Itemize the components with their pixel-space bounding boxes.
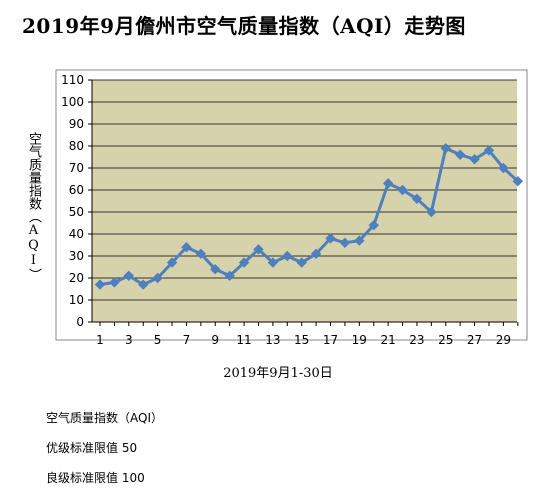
data-point [339, 237, 351, 249]
y-axis-label: 空气质量指数（AQI） [26, 132, 41, 281]
data-point [282, 250, 293, 262]
x-tick-label: 15 [294, 333, 309, 347]
x-tick-label: 21 [380, 333, 395, 347]
x-tick-label: 23 [409, 333, 424, 347]
data-point [454, 149, 466, 161]
data-point [210, 263, 221, 275]
y-tick-label: 110 [61, 73, 84, 87]
data-point [512, 175, 524, 187]
x-tick-label: 11 [236, 333, 251, 347]
data-point [440, 142, 451, 154]
y-tick-label: 90 [69, 117, 84, 131]
data-point [426, 206, 437, 218]
plot-area [92, 80, 517, 322]
data-point [483, 145, 495, 156]
y-tick-label: 70 [69, 161, 84, 175]
data-point [166, 257, 178, 268]
x-tick-label: 25 [438, 333, 453, 347]
data-point [267, 257, 279, 268]
y-tick-label: 40 [69, 227, 84, 241]
data-point [296, 257, 307, 268]
chart-title: 2019年9月儋州市空气质量指数（AQI）走势图 [22, 14, 466, 38]
x-tick-label: 17 [323, 333, 338, 347]
data-point [123, 270, 135, 282]
x-tick-label: 9 [211, 333, 219, 347]
data-point [368, 219, 379, 231]
x-tick-label: 7 [183, 333, 191, 347]
data-point [109, 277, 120, 288]
data-point [498, 162, 509, 174]
y-tick-label: 100 [61, 95, 84, 109]
chart-container: 0 10 20 30 40 50 60 70 80 90 100 110 1 3 5 7 9 11 13 15 17 19… [0, 56, 556, 396]
note-excellent-limit: 优级标准限值 50 [46, 441, 138, 455]
y-tick-label: 60 [69, 183, 84, 197]
y-tick-label: 50 [69, 205, 84, 219]
data-point [354, 235, 365, 246]
data-point [382, 178, 394, 189]
x-axis-label: 2019年9月1-30日 [223, 366, 333, 381]
data-point [253, 244, 264, 255]
data-point [224, 270, 235, 282]
x-tick-label: 27 [467, 333, 482, 347]
data-point [325, 233, 336, 244]
x-tick-label: 19 [352, 333, 367, 347]
data-point [152, 272, 163, 284]
y-tick-label: 20 [69, 271, 84, 285]
y-tick-label: 30 [69, 249, 84, 263]
data-point [138, 279, 149, 290]
y-tick-label: 10 [69, 293, 84, 307]
note-aqi-label: 空气质量指数（AQI） [46, 411, 163, 425]
x-tick-label: 13 [265, 333, 280, 347]
data-point [181, 241, 192, 253]
y-tick-label: 0 [76, 315, 84, 329]
x-tick-label: 5 [154, 333, 162, 347]
data-point [397, 184, 408, 196]
x-tick-label: 29 [496, 333, 511, 347]
data-point [469, 153, 480, 165]
data-point [94, 279, 106, 290]
note-good-limit: 良级标准限值 100 [46, 471, 145, 485]
notes-section: 空气质量指数（AQI） 优级标准限值 50 良级标准限值 100 [46, 410, 526, 500]
data-point [310, 248, 322, 260]
x-tick-label: 3 [125, 333, 133, 347]
data-point [195, 248, 207, 260]
y-tick-label: 80 [69, 139, 84, 153]
x-tick-label: 1 [96, 333, 104, 347]
data-point [411, 193, 423, 205]
data-point [238, 257, 250, 268]
